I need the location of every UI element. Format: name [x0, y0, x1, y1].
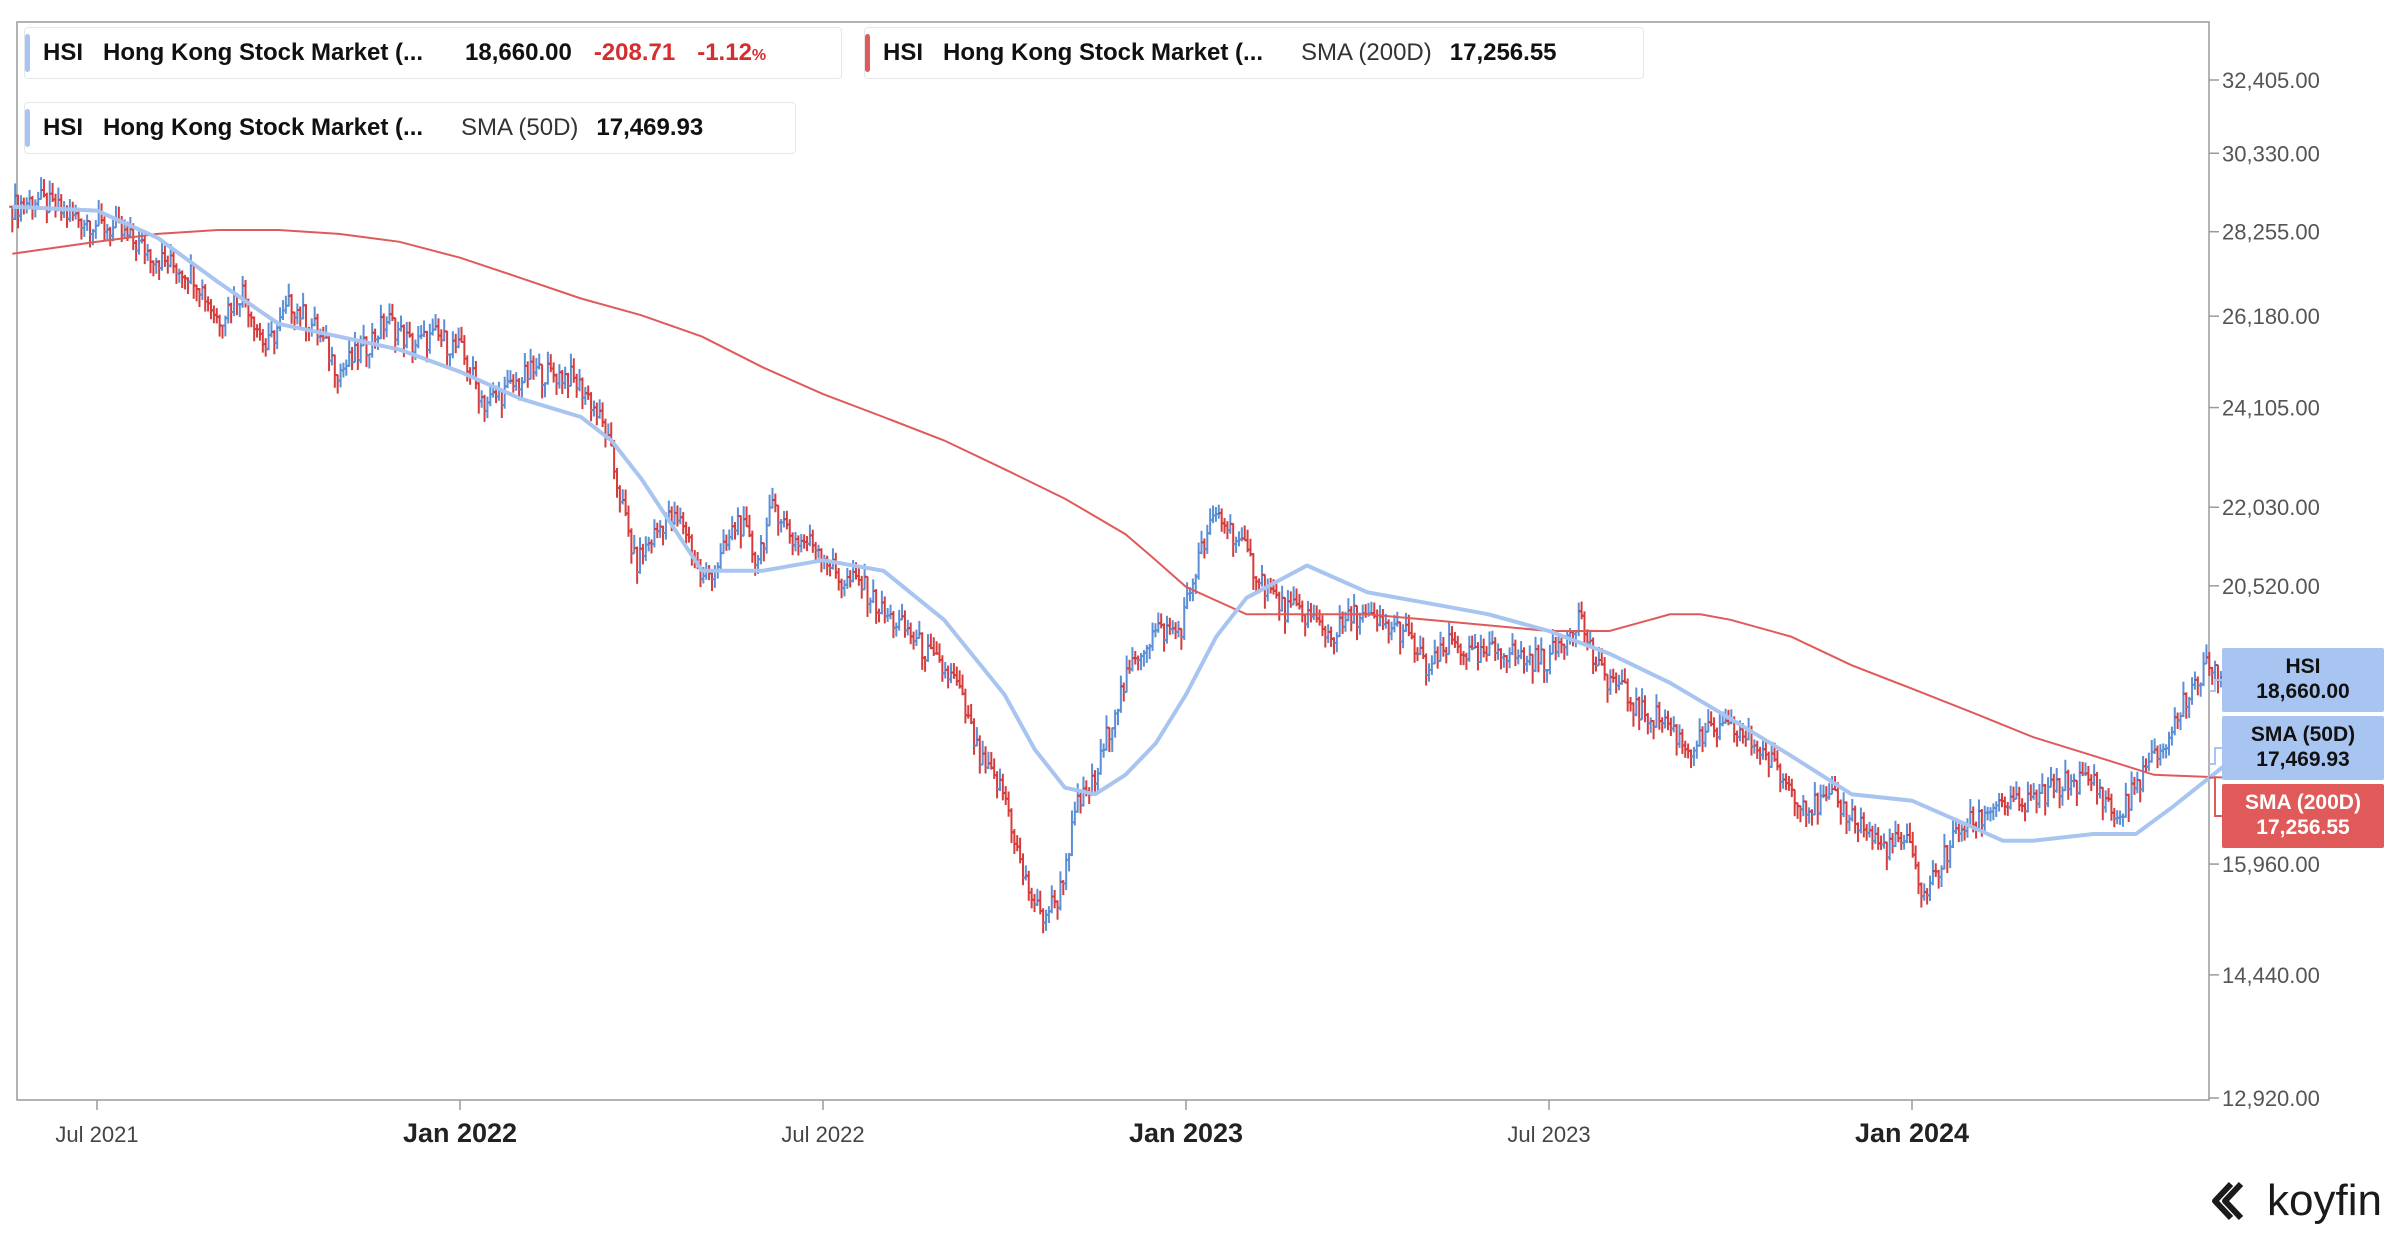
legend-value: 17,256.55 — [1449, 39, 1557, 66]
koyfin-logo: koyfin — [2211, 1176, 2382, 1226]
y-tick-label: 20,520.00 — [2222, 574, 2320, 599]
legend-value: 18,660.00 — [465, 39, 572, 66]
legend-swatch — [865, 34, 870, 72]
legend-pct-sign: % — [751, 47, 767, 64]
legend-ticker: HSI — [43, 39, 84, 66]
tag-stub — [2209, 776, 2222, 817]
y-tick-label: 26,180.00 — [2222, 304, 2320, 329]
y-tick-label: 24,105.00 — [2222, 396, 2320, 421]
y-tick-label: 15,960.00 — [2222, 852, 2320, 877]
price-bars — [9, 177, 2230, 934]
y-tick-label: 14,440.00 — [2222, 963, 2320, 988]
legend-name: Hong Kong Stock Market (... — [943, 39, 1264, 66]
tag-hsi-value: 18,660.00 — [2256, 680, 2350, 703]
tag-stub — [2209, 747, 2222, 765]
tag-sma200-value: 17,256.55 — [2256, 816, 2350, 839]
sma-50-line — [12, 204, 2228, 843]
legend-value: 17,469.93 — [596, 114, 704, 141]
x-tick-label: Jan 2023 — [1129, 1118, 1243, 1148]
legend-hsi[interactable]: HSI Hong Kong Stock Market (... 18,660.0… — [24, 27, 842, 79]
x-tick-label: Jan 2022 — [403, 1118, 517, 1148]
tag-sma50: SMA (50D) 17,469.93 — [2222, 716, 2384, 780]
y-axis: 32,405.00 30,330.00 28,255.00 26,180.00 24,1… — [2209, 68, 2320, 1111]
tag-sma50-value: 17,469.93 — [2256, 748, 2350, 771]
tag-sma50-label: SMA (50D) — [2250, 723, 2356, 746]
sma-200-line — [12, 229, 2227, 779]
y-tick-label: 32,405.00 — [2222, 68, 2320, 93]
legend-ticker: HSI — [883, 39, 924, 66]
legend-name: Hong Kong Stock Market (... — [103, 114, 424, 141]
y-tick-label: 30,330.00 — [2222, 141, 2320, 166]
tag-sma200: SMA (200D) 17,256.55 — [2222, 784, 2384, 848]
legend-swatch — [25, 34, 30, 72]
x-tick-label: Jul 2023 — [1507, 1122, 1590, 1147]
tag-stub — [2209, 679, 2222, 693]
y-tick-label: 28,255.00 — [2222, 220, 2320, 245]
legend-ticker: HSI — [43, 114, 84, 141]
legend-change-pct-value: -1.12 — [697, 39, 752, 66]
x-tick-label: Jan 2024 — [1855, 1118, 1969, 1148]
legend-sma50[interactable]: HSI Hong Kong Stock Market (... SMA (50D… — [24, 102, 796, 154]
legend-indicator: SMA (200D) — [1301, 39, 1432, 66]
plot-area — [16, 21, 2210, 1101]
sma-lines — [12, 204, 2228, 843]
y-tick-label: 22,030.00 — [2222, 495, 2320, 520]
tag-sma200-label: SMA (200D) — [2245, 791, 2361, 814]
legend-name: Hong Kong Stock Market (... — [103, 39, 424, 66]
y-tick-label: 12,920.00 — [2222, 1086, 2320, 1111]
brand-name: koyfin — [2267, 1176, 2382, 1225]
x-axis: Jul 2021 Jan 2022 Jul 2022 Jan 2023 Jul 2023… — [55, 1100, 1969, 1148]
tag-stubs — [2209, 679, 2222, 817]
x-tick-label: Jul 2021 — [55, 1122, 138, 1147]
legend-change: -208.71 — [593, 39, 676, 66]
legend-sma200[interactable]: HSI Hong Kong Stock Market (... SMA (200… — [864, 27, 1644, 79]
tag-hsi-label: HSI — [2285, 655, 2321, 678]
legend-swatch — [25, 109, 30, 147]
koyfin-mark-icon — [2212, 1181, 2244, 1221]
tag-hsi: HSI 18,660.00 — [2222, 648, 2384, 712]
legend-indicator: SMA (50D) — [461, 114, 579, 141]
x-tick-label: Jul 2022 — [781, 1122, 864, 1147]
legend-change-pct: -1.12% — [697, 39, 766, 67]
